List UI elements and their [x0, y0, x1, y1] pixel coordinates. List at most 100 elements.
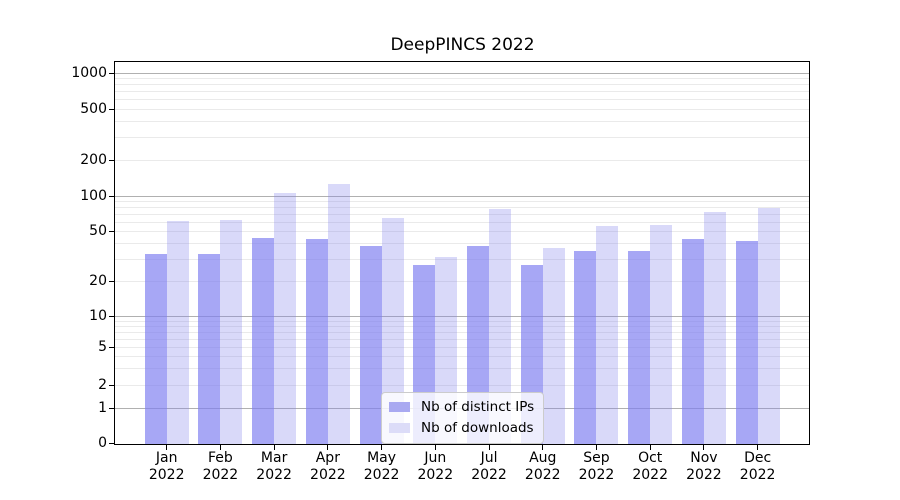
- gridline-minor: [115, 213, 809, 215]
- gridline-major: [115, 316, 809, 317]
- x-tick-month: Oct: [638, 450, 663, 466]
- x-tick-mark: [434, 445, 436, 450]
- x-tick-mark: [166, 445, 168, 450]
- x-tick-year: 2022: [578, 467, 615, 483]
- x-tick-mark: [757, 445, 759, 450]
- y-tick-label: 500: [80, 100, 107, 117]
- x-tick-label: Oct 2022: [620, 450, 680, 484]
- gridline-minor: [115, 91, 809, 93]
- x-tick-label: Mar 2022: [244, 450, 304, 484]
- gridline-minor: [115, 137, 809, 139]
- x-tick-mark: [703, 445, 705, 450]
- x-tick-month: Nov: [690, 450, 718, 466]
- gridline-minor: [115, 84, 809, 86]
- y-tick-mark: [109, 230, 115, 232]
- gridline-major: [115, 195, 809, 197]
- bar-downloads: [381, 218, 404, 444]
- y-tick-label: 2: [98, 377, 107, 393]
- gridline-minor: [115, 230, 809, 232]
- gridline-minor: [115, 78, 809, 80]
- y-tick-mark: [109, 316, 115, 317]
- legend-swatch-distinct-ips-icon: [389, 402, 410, 412]
- y-tick-mark: [109, 159, 115, 161]
- y-tick-mark: [109, 195, 115, 197]
- x-tick-month: Jun: [424, 450, 447, 466]
- legend-item-downloads: Nb of downloads: [389, 420, 534, 436]
- x-tick-year: 2022: [524, 467, 561, 483]
- legend: Nb of distinct IPs Nb of downloads: [381, 392, 545, 444]
- x-tick-month: Sep: [583, 450, 610, 466]
- bar-downloads: [489, 208, 512, 444]
- gridline-minor: [115, 280, 809, 282]
- x-tick-label: Jul 2022: [459, 450, 519, 484]
- x-tick-label: Jun 2022: [405, 450, 465, 484]
- x-tick-mark: [219, 445, 221, 450]
- chart-title: DeepPINCS 2022: [390, 35, 535, 55]
- x-tick-label: Apr 2022: [298, 450, 358, 484]
- bar-downloads: [166, 221, 189, 444]
- y-tick-label: 5: [98, 339, 107, 355]
- y-tick-mark: [109, 407, 115, 409]
- x-tick-year: 2022: [739, 467, 776, 483]
- gridline-major: [115, 72, 809, 74]
- x-tick-month: Dec: [744, 450, 772, 466]
- x-tick-month: Apr: [315, 450, 340, 466]
- x-tick-month: Feb: [208, 450, 233, 466]
- y-tick-mark: [109, 347, 115, 348]
- bar-downloads: [542, 247, 565, 444]
- bar-downloads: [327, 183, 350, 444]
- gridline-minor: [115, 320, 809, 322]
- gridline-minor: [115, 325, 809, 327]
- x-tick-mark: [273, 445, 275, 450]
- y-tick-mark: [109, 108, 115, 110]
- x-tick-year: 2022: [471, 467, 507, 483]
- x-tick-month: May: [367, 450, 397, 466]
- x-tick-mark: [542, 445, 544, 450]
- gridline-minor: [115, 356, 809, 358]
- x-tick-year: 2022: [632, 467, 668, 483]
- x-tick-mark: [327, 445, 329, 450]
- bar-downloads: [650, 224, 673, 444]
- legend-label-distinct-ips: Nb of distinct IPs: [421, 399, 535, 415]
- bar-downloads: [220, 219, 243, 444]
- legend-item-distinct-ips: Nb of distinct IPs: [389, 399, 534, 415]
- bar-distinct-ips: [198, 253, 221, 444]
- x-tick-year: 2022: [256, 467, 292, 483]
- gridline-minor: [115, 385, 809, 386]
- bar-distinct-ips: [144, 253, 167, 444]
- bar-downloads: [596, 225, 619, 444]
- y-tick-label: 100: [80, 187, 107, 204]
- bar-distinct-ips: [735, 240, 758, 444]
- x-tick-year: 2022: [202, 467, 239, 483]
- x-tick-label: Sep 2022: [566, 450, 626, 484]
- y-tick-mark: [109, 72, 115, 74]
- x-tick-mark: [649, 445, 651, 450]
- bar-distinct-ips: [628, 250, 651, 444]
- bar-distinct-ips: [681, 239, 704, 444]
- x-tick-year: 2022: [310, 467, 346, 483]
- x-tick-month: Jan: [155, 450, 178, 466]
- x-tick-label: Aug 2022: [513, 450, 573, 484]
- bar-distinct-ips: [305, 239, 328, 444]
- y-tick-label: 1: [98, 399, 107, 416]
- y-tick-label: 1000: [71, 64, 107, 81]
- y-tick-label: 20: [89, 272, 107, 289]
- x-tick-month: Mar: [260, 450, 288, 466]
- gridline-minor: [115, 221, 809, 223]
- x-tick-label: Jan 2022: [137, 450, 197, 484]
- gridline-minor: [115, 258, 809, 260]
- bar-downloads: [274, 192, 297, 444]
- bar-distinct-ips: [359, 246, 382, 444]
- gridline-minor: [115, 201, 809, 203]
- x-tick-label: Feb 2022: [190, 450, 250, 484]
- gridline-minor: [115, 159, 809, 161]
- bar-downloads: [703, 212, 726, 444]
- bar-distinct-ips: [252, 238, 275, 444]
- x-tick-label: Dec 2022: [728, 450, 788, 484]
- y-tick-label: 0: [98, 435, 107, 451]
- gridline-minor: [115, 207, 809, 209]
- x-tick-year: 2022: [148, 467, 185, 483]
- x-tick-mark: [488, 445, 490, 450]
- legend-label-downloads: Nb of downloads: [421, 420, 534, 436]
